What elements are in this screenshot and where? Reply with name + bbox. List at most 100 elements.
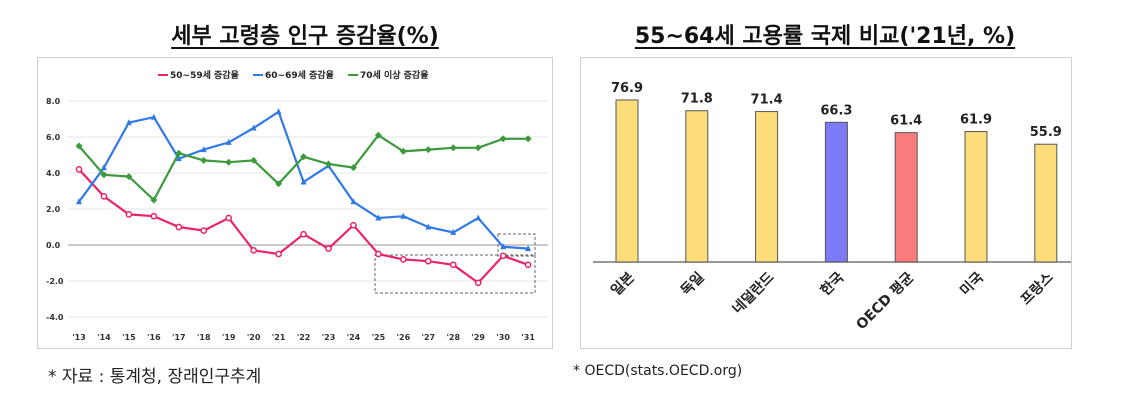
data-label: 61.9 — [960, 113, 992, 128]
x-tick-label: '21 — [272, 333, 286, 342]
data-point — [374, 131, 382, 139]
data-point — [349, 164, 357, 172]
data-point — [500, 243, 507, 250]
x-tick-label: '20 — [247, 333, 261, 342]
bar-chart-panel: 76.9 일본 71.8 독일 71.4 네덜란드 66.3 한국 61.4 OECD 평균 61.… — [580, 57, 1072, 349]
y-tick-label: -2.0 — [46, 277, 64, 286]
data-point — [200, 156, 208, 164]
data-point — [125, 173, 133, 181]
x-tick-label: '31 — [521, 333, 535, 342]
data-point — [424, 257, 432, 265]
legend-label: 50~59세 증감율 — [170, 69, 239, 81]
x-tick-label: '18 — [197, 333, 211, 342]
y-tick-label: 6.0 — [46, 133, 61, 142]
x-tick-label: '30 — [496, 333, 510, 342]
data-point — [499, 252, 507, 260]
data-point — [350, 221, 357, 229]
x-tick-label: '24 — [347, 333, 361, 342]
data-point — [499, 135, 507, 143]
x-tick-label: '25 — [372, 333, 386, 342]
data-point — [125, 119, 132, 126]
x-tick-label: OECD 평균 — [853, 269, 917, 333]
data-point — [474, 144, 482, 152]
data-point — [300, 153, 308, 161]
data-point — [250, 124, 257, 131]
y-tick-label: 8.0 — [46, 97, 61, 106]
data-point — [225, 138, 232, 145]
bar — [685, 110, 709, 263]
data-point — [449, 144, 457, 152]
y-tick-label: 2.0 — [46, 205, 61, 214]
data-point — [225, 158, 233, 166]
x-tick-label: '17 — [172, 333, 186, 342]
data-point — [424, 146, 432, 154]
data-point — [475, 214, 482, 221]
data-point — [225, 214, 233, 222]
data-point — [425, 223, 432, 230]
data-point — [524, 135, 532, 143]
highlight-box — [497, 233, 536, 257]
data-point — [525, 245, 532, 252]
bar — [755, 111, 779, 263]
data-point — [325, 160, 332, 168]
data-point — [449, 261, 457, 269]
x-tick-label: 프랑스 — [1018, 269, 1057, 308]
data-label: 71.8 — [681, 92, 713, 107]
data-label: 66.3 — [820, 103, 852, 118]
x-tick-label: '28 — [446, 333, 460, 342]
bar — [964, 131, 988, 263]
x-tick-label: 네덜란드 — [729, 269, 778, 318]
data-point — [399, 147, 407, 155]
data-point — [75, 142, 83, 150]
series-line — [78, 168, 529, 285]
y-tick-label: 4.0 — [46, 169, 61, 178]
left-source: * 자료 : 통계청, 장래인구추계 — [48, 367, 262, 387]
data-point — [375, 214, 382, 221]
data-point — [275, 250, 282, 258]
data-point — [200, 227, 208, 234]
x-tick-label: '23 — [322, 333, 336, 342]
data-point — [75, 166, 83, 173]
x-tick-label: '29 — [471, 333, 485, 342]
data-point — [100, 171, 108, 179]
x-tick-label: '22 — [297, 333, 311, 342]
y-tick-label: -4.0 — [46, 313, 64, 322]
x-tick-label: '13 — [72, 333, 86, 342]
data-point — [474, 279, 482, 287]
data-point — [150, 113, 157, 120]
data-point — [100, 193, 108, 200]
data-point — [100, 164, 107, 171]
x-tick-label: '26 — [397, 333, 411, 342]
data-point — [175, 223, 183, 231]
x-tick-label: '14 — [97, 333, 111, 342]
data-point — [200, 146, 207, 153]
data-point — [375, 250, 382, 258]
highlight-box — [374, 254, 536, 294]
data-point — [300, 178, 307, 185]
x-tick-label: '19 — [222, 333, 236, 342]
bar — [824, 121, 848, 263]
data-point — [150, 212, 158, 220]
data-label: 55.9 — [1030, 125, 1062, 140]
data-point — [150, 196, 158, 204]
line-chart: 8.0 6.0 4.0 2.0 0.0 -2.0 -4.0 '13 '14 '15 '16 '17 '1… — [46, 69, 548, 342]
bar — [615, 99, 639, 263]
x-tick-label: 일본 — [608, 269, 638, 299]
line-chart-panel: 8.0 6.0 4.0 2.0 0.0 -2.0 -4.0 '13 '14 '15 '16 '17 '1… — [37, 57, 553, 349]
left-chart-title: 세부 고령층 인구 증감율(%) — [171, 24, 439, 49]
data-point — [400, 212, 407, 219]
legend-label: 70세 이상 증감율 — [360, 69, 428, 81]
right-source: * OECD(stats.OECD.org) — [573, 363, 743, 379]
data-point — [275, 108, 282, 115]
x-tick-label: '27 — [422, 333, 436, 342]
data-point — [175, 149, 183, 157]
data-point — [400, 256, 407, 263]
right-chart-title: 55~64세 고용률 국제 비교('21년, %) — [634, 24, 1016, 49]
data-point — [300, 230, 307, 238]
data-label: 61.4 — [890, 114, 922, 129]
x-tick-label: 한국 — [818, 269, 848, 299]
bar-chart: 76.9 일본 71.8 독일 71.4 네덜란드 66.3 한국 61.4 OECD 평균 61.… — [593, 81, 1071, 333]
data-point — [250, 156, 258, 164]
data-label: 76.9 — [611, 81, 643, 96]
data-point — [524, 261, 532, 269]
